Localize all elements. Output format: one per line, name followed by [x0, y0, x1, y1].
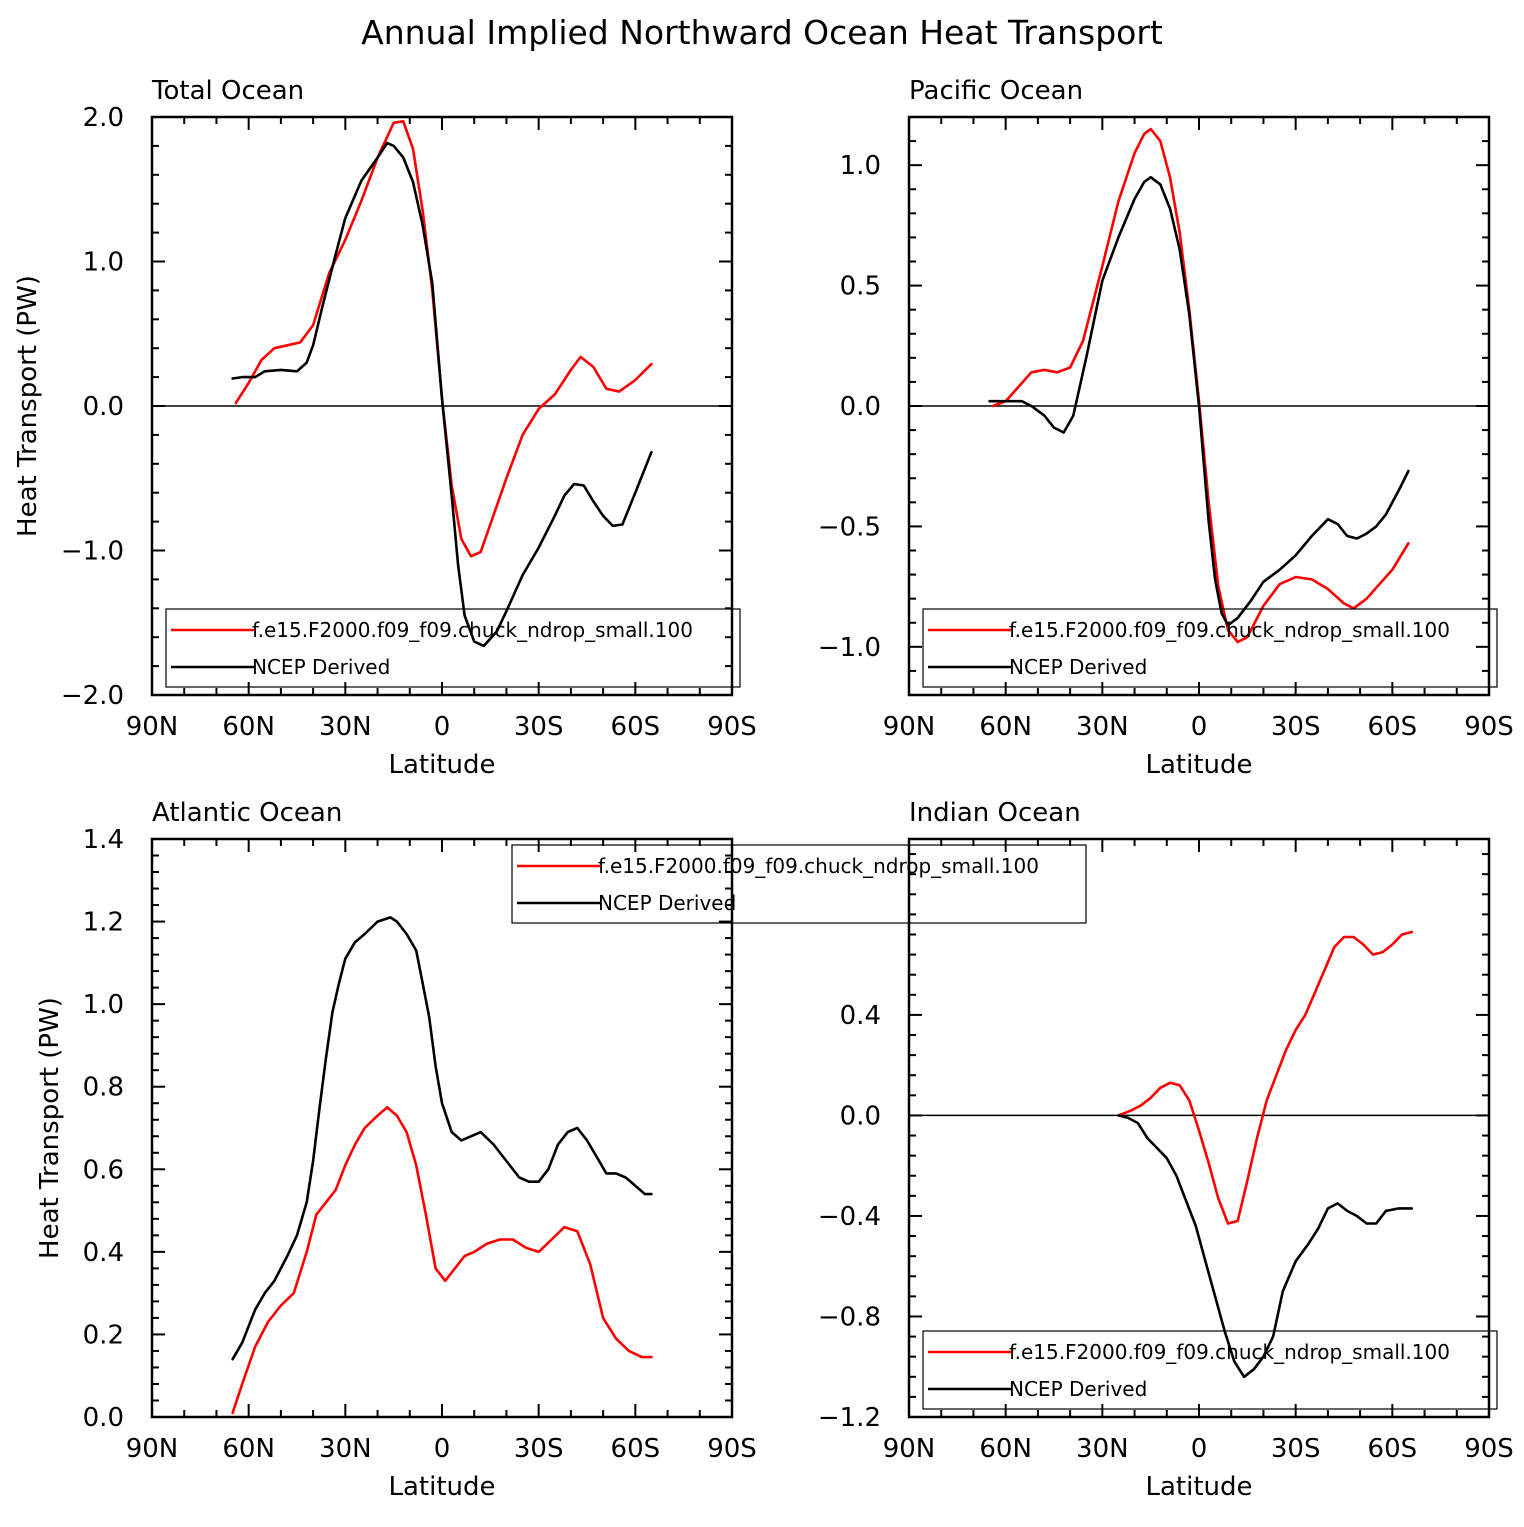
panel-title: Indian Ocean [909, 798, 1081, 828]
legend: f.e15.F2000.f09_f09.chuck_ndrop_small.10… [922, 1330, 1498, 1410]
y-tick-label: 2.0 [83, 103, 124, 133]
x-tick-label: 0 [434, 1434, 451, 1464]
x-tick-label: 90N [883, 712, 936, 742]
atlantic-ocean-panel: Atlantic Ocean 90N 60N 30N 0 30S 60S 90S 0.0 0.2 0… [35, 798, 1087, 1502]
model-series-line [234, 120, 653, 558]
x-tick-label: 60N [222, 1434, 275, 1464]
ncep-series-line [231, 916, 653, 1361]
indian-ocean-panel: Indian Ocean 90N 60N 30N 0 30S 60S 90S −1.2 −0.8 −… [818, 798, 1514, 1502]
x-tick-label: 0 [434, 712, 451, 742]
y-tick-label: 0.0 [840, 1101, 881, 1131]
y-tick-label: 1.0 [83, 248, 124, 278]
y-tick-label: 0.0 [840, 392, 881, 422]
x-tick-label: 60S [1368, 1434, 1418, 1464]
x-tick-label: 90N [126, 712, 179, 742]
y-tick-label: −2.0 [61, 681, 124, 711]
y-tick-label: 0.0 [83, 392, 124, 422]
y-tick-label: −0.8 [818, 1302, 881, 1332]
y-tick-label: 1.4 [83, 825, 124, 855]
legend-label: NCEP Derived [1009, 655, 1147, 679]
y-tick-label: 1.0 [840, 151, 881, 181]
y-tick-label: −0.4 [818, 1202, 881, 1232]
model-series-line [231, 1106, 653, 1415]
y-tick-label: 0.4 [83, 1238, 124, 1268]
plot-frame [150, 837, 734, 1419]
ncep-series-line [231, 141, 653, 648]
model-series-line [1117, 930, 1413, 1225]
ncep-series-line [1117, 1114, 1413, 1379]
x-tick-label: 30S [1271, 1434, 1321, 1464]
x-tick-label: 30N [319, 712, 372, 742]
y-tick-label: 0.5 [840, 272, 881, 302]
x-tick-label: 60S [611, 712, 661, 742]
x-tick-label: 90S [1464, 1434, 1514, 1464]
x-axis-label: Latitude [1145, 750, 1252, 780]
legend-box [922, 1330, 1498, 1410]
x-tick-label: 60S [1368, 712, 1418, 742]
y-tick-label: 1.0 [83, 990, 124, 1020]
y-tick-label: −0.5 [818, 512, 881, 542]
figure-title: Annual Implied Northward Ocean Heat Tran… [361, 13, 1163, 52]
y-tick-label: 1.2 [83, 908, 124, 938]
total-ocean-panel: Total Ocean 90N 60N 30N 0 30S 60S 90S −2.0 −1.0 0.… [13, 76, 757, 780]
x-tick-label: 30N [1076, 712, 1129, 742]
legend-label: f.e15.F2000.f09_f09.chuck_ndrop_small.10… [252, 618, 693, 642]
x-axis-label: Latitude [388, 750, 495, 780]
y-tick-label: 0.6 [83, 1155, 124, 1185]
x-tick-label: 60N [222, 712, 275, 742]
x-axis-label: Latitude [1145, 1472, 1252, 1502]
legend: f.e15.F2000.f09_f09.chuck_ndrop_small.10… [922, 608, 1498, 688]
y-tick-label: −1.0 [61, 537, 124, 567]
legend-box [165, 608, 741, 688]
legend-label: f.e15.F2000.f09_f09.chuck_ndrop_small.10… [1009, 1340, 1450, 1364]
legend-box [922, 608, 1498, 688]
y-tick-label: 0.0 [83, 1403, 124, 1433]
legend-label: NCEP Derived [1009, 1377, 1147, 1401]
panel-title: Total Ocean [151, 76, 304, 106]
pacific-ocean-panel: Pacific Ocean 90N 60N 30N 0 30S 60S 90S −1.0 −0.5… [818, 76, 1514, 780]
x-tick-label: 90N [126, 1434, 179, 1464]
x-tick-label: 30S [514, 712, 564, 742]
x-tick-label: 90S [707, 712, 757, 742]
legend: f.e15.F2000.f09_f09.chuck_ndrop_small.10… [511, 844, 1087, 924]
panel-title: Pacific Ocean [909, 76, 1083, 106]
legend-box [511, 844, 1087, 924]
x-tick-label: 30S [1271, 712, 1321, 742]
x-tick-label: 90S [1464, 712, 1514, 742]
legend-label: NCEP Derived [598, 891, 736, 915]
model-series-line [991, 127, 1410, 644]
legend-label: f.e15.F2000.f09_f09.chuck_ndrop_small.10… [598, 854, 1039, 878]
x-tick-label: 60S [611, 1434, 661, 1464]
x-axis-label: Latitude [388, 1472, 495, 1502]
y-tick-label: −1.0 [818, 633, 881, 663]
legend: f.e15.F2000.f09_f09.chuck_ndrop_small.10… [165, 608, 741, 688]
y-axis-label: Heat Transport (PW) [13, 275, 43, 537]
y-tick-label: 0.8 [83, 1073, 124, 1103]
x-tick-label: 90S [707, 1434, 757, 1464]
y-axis-label: Heat Transport (PW) [35, 997, 65, 1259]
x-tick-label: 30S [514, 1434, 564, 1464]
x-tick-label: 60N [979, 1434, 1032, 1464]
ncep-series-line [988, 175, 1410, 627]
x-tick-label: 0 [1191, 1434, 1208, 1464]
y-tick-label: 0.2 [83, 1320, 124, 1350]
y-tick-label: −1.2 [818, 1403, 881, 1433]
legend-label: NCEP Derived [252, 655, 390, 679]
y-tick-label: 0.4 [840, 1001, 881, 1031]
panel-title: Atlantic Ocean [152, 798, 342, 828]
x-tick-label: 60N [979, 712, 1032, 742]
legend-label: f.e15.F2000.f09_f09.chuck_ndrop_small.10… [1009, 618, 1450, 642]
x-tick-label: 90N [883, 1434, 936, 1464]
x-tick-label: 30N [1076, 1434, 1129, 1464]
x-tick-label: 30N [319, 1434, 372, 1464]
x-tick-label: 0 [1191, 712, 1208, 742]
